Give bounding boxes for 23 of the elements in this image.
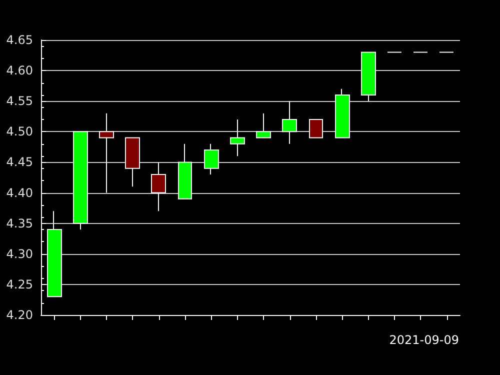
- y-tick-label: 4.35: [6, 216, 33, 230]
- candlestick: [125, 137, 140, 188]
- candlestick: [230, 118, 245, 157]
- candlestick: [335, 88, 350, 138]
- y-tick-label: 4.55: [6, 94, 33, 108]
- y-tick-label: 4.65: [6, 33, 33, 47]
- candlestick: [282, 100, 297, 144]
- y-tick-label: 4.60: [6, 64, 33, 78]
- y-tick-label: 4.20: [6, 308, 33, 322]
- candlestick: [151, 162, 166, 212]
- text: 2021-09-09: [389, 333, 460, 347]
- candlestick: [204, 143, 219, 175]
- y-tick-label: 4.50: [6, 124, 33, 139]
- candlestick: [99, 112, 114, 194]
- candlestick: [178, 143, 192, 200]
- y-tick-label: 4.40: [6, 186, 33, 200]
- candlestick: [256, 112, 271, 138]
- candlestick: [361, 52, 376, 102]
- candlestick: [73, 131, 88, 230]
- y-tick-label: 4.45: [6, 155, 33, 170]
- y-tick-label: 4.25: [6, 277, 33, 292]
- candlestick: [309, 118, 323, 138]
- y-tick-label: 4.30: [6, 246, 33, 261]
